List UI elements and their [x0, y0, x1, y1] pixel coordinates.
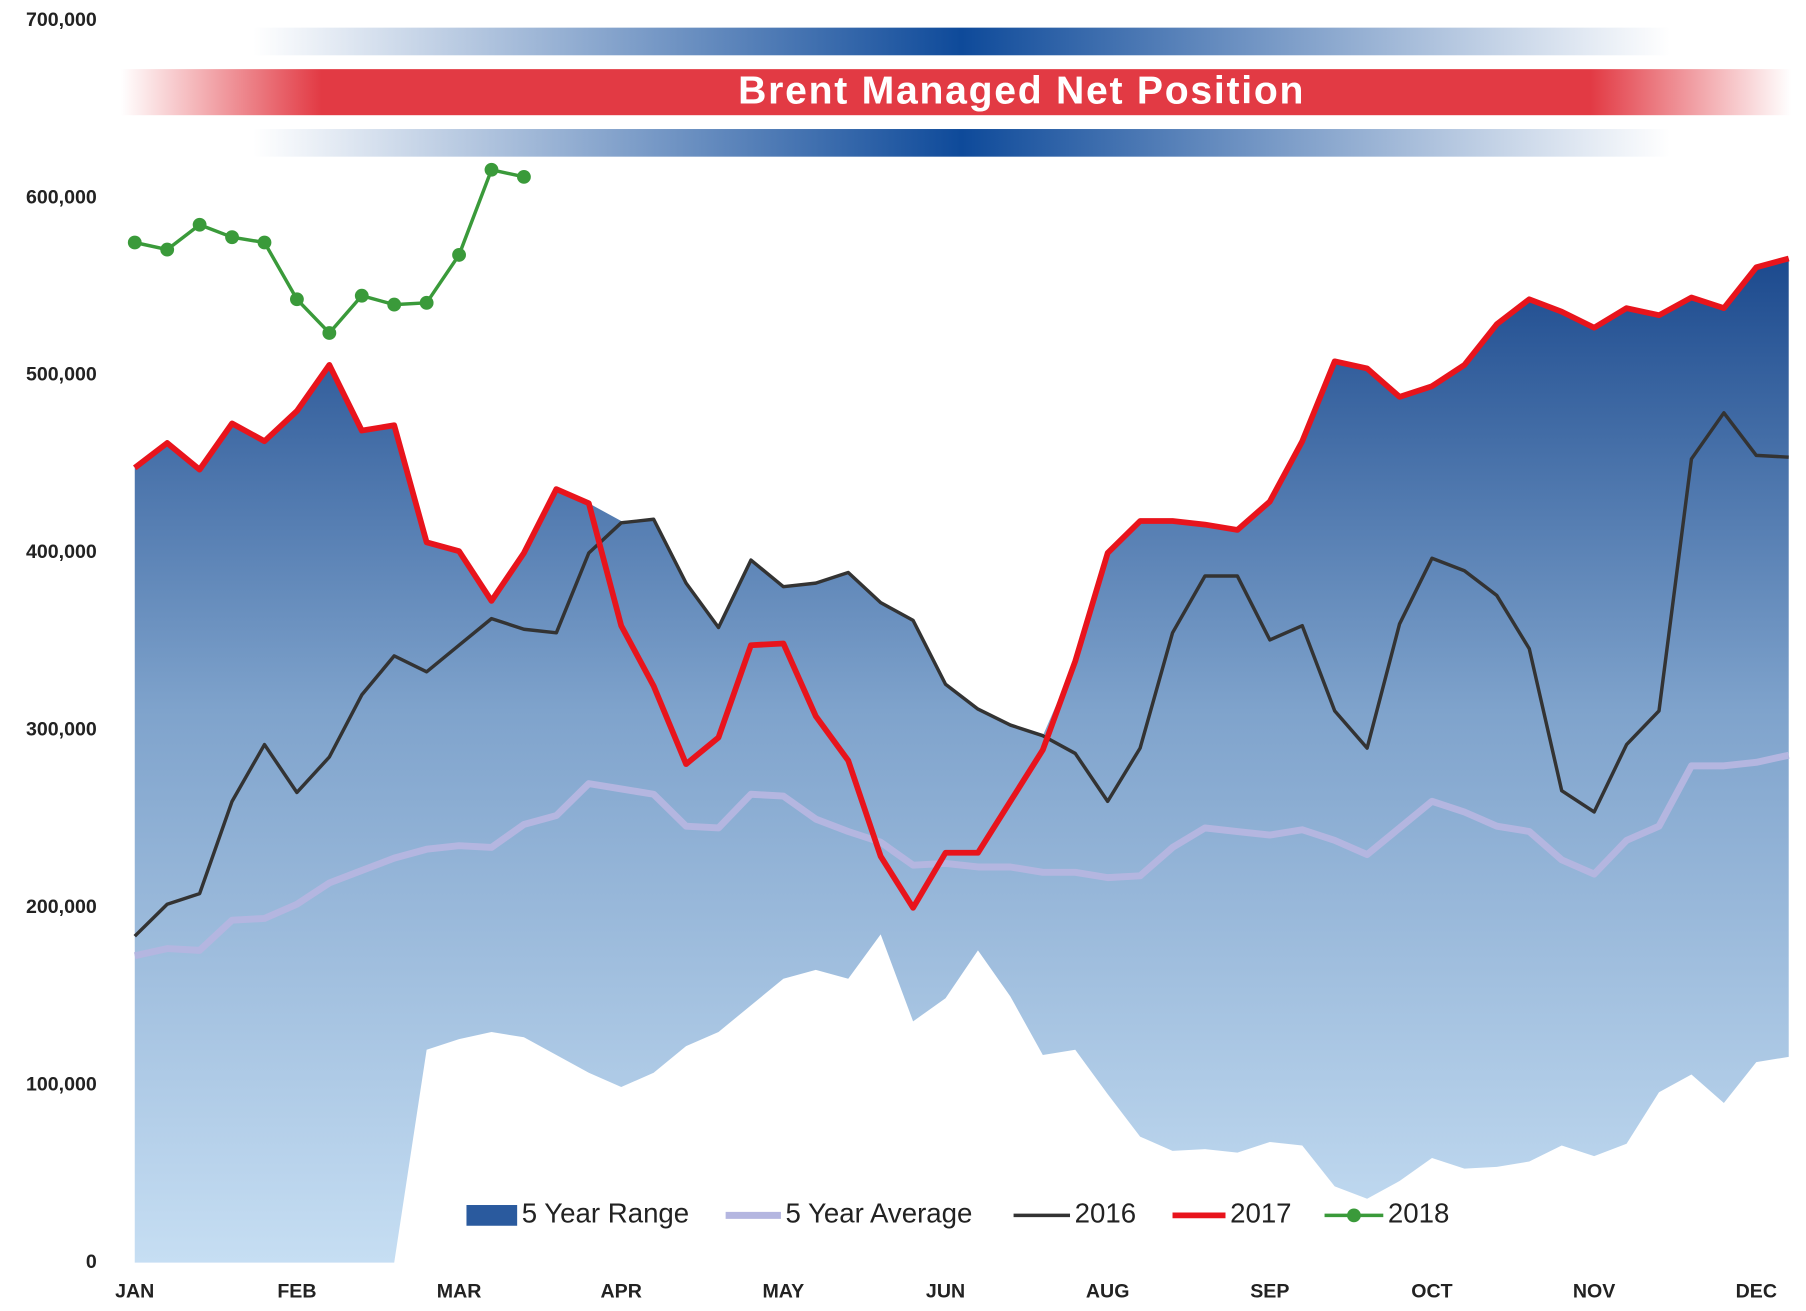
x-tick-label: MAY: [763, 1281, 805, 1303]
x-tick-label: JUN: [926, 1281, 965, 1303]
x-tick-label: DEC: [1736, 1281, 1777, 1303]
legend-label: 2017: [1230, 1198, 1291, 1229]
series-line: [134, 168, 525, 335]
banner-stripe: [253, 27, 1671, 56]
point: [517, 169, 531, 184]
series-line: [134, 751, 1790, 960]
range-area: [134, 258, 1789, 1263]
point: [192, 217, 207, 232]
point: [322, 326, 337, 340]
series-line: [133, 255, 1790, 911]
point: [257, 235, 272, 250]
point: [160, 242, 175, 257]
title-banner: [120, 69, 1792, 116]
legend-label: 2018: [1388, 1198, 1449, 1229]
point: [354, 288, 369, 303]
point: [290, 292, 304, 307]
x-tick-label: NOV: [1573, 1281, 1615, 1303]
legend-label: 2016: [1075, 1198, 1136, 1229]
x-tick-label: MAR: [437, 1281, 482, 1303]
x-tick-label: FEB: [277, 1281, 316, 1303]
legend-label: 5 Year Average: [786, 1198, 973, 1229]
y-tick-label: 600,000: [26, 186, 97, 208]
point: [387, 297, 402, 312]
point: [127, 235, 142, 250]
x-tick-label: JAN: [115, 1281, 154, 1303]
y-tick-label: 200,000: [26, 896, 97, 918]
y-tick-label: 400,000: [26, 541, 97, 563]
point: [225, 230, 239, 245]
y-tick-label: 300,000: [26, 719, 97, 741]
legend-swatch: [466, 1205, 518, 1226]
point: [419, 295, 434, 310]
y-tick-label: 500,000: [26, 364, 97, 386]
banner-stripe: [253, 129, 1671, 157]
series-line: [133, 411, 1789, 938]
legend-label: 5 Year Range: [522, 1198, 689, 1229]
x-tick-label: APR: [601, 1281, 642, 1303]
y-tick-label: 700,000: [26, 9, 97, 31]
x-tick-label: SEP: [1250, 1281, 1289, 1303]
x-tick-label: AUG: [1086, 1281, 1130, 1303]
x-tick-label: OCT: [1411, 1281, 1452, 1303]
point: [452, 248, 466, 262]
y-tick-label: 0: [86, 1251, 97, 1273]
chart-title: Brent Managed Net Position: [738, 70, 1305, 113]
y-tick-label: 100,000: [26, 1073, 97, 1095]
plot-area: 0 100,000 200,000 300,000 400,000 500,000 600,…: [26, 9, 1790, 1303]
point: [484, 162, 499, 177]
legend: 5 Year Range 5 Year Average 2016 2017 2018: [466, 1198, 1449, 1229]
legend-marker: [1347, 1208, 1361, 1223]
